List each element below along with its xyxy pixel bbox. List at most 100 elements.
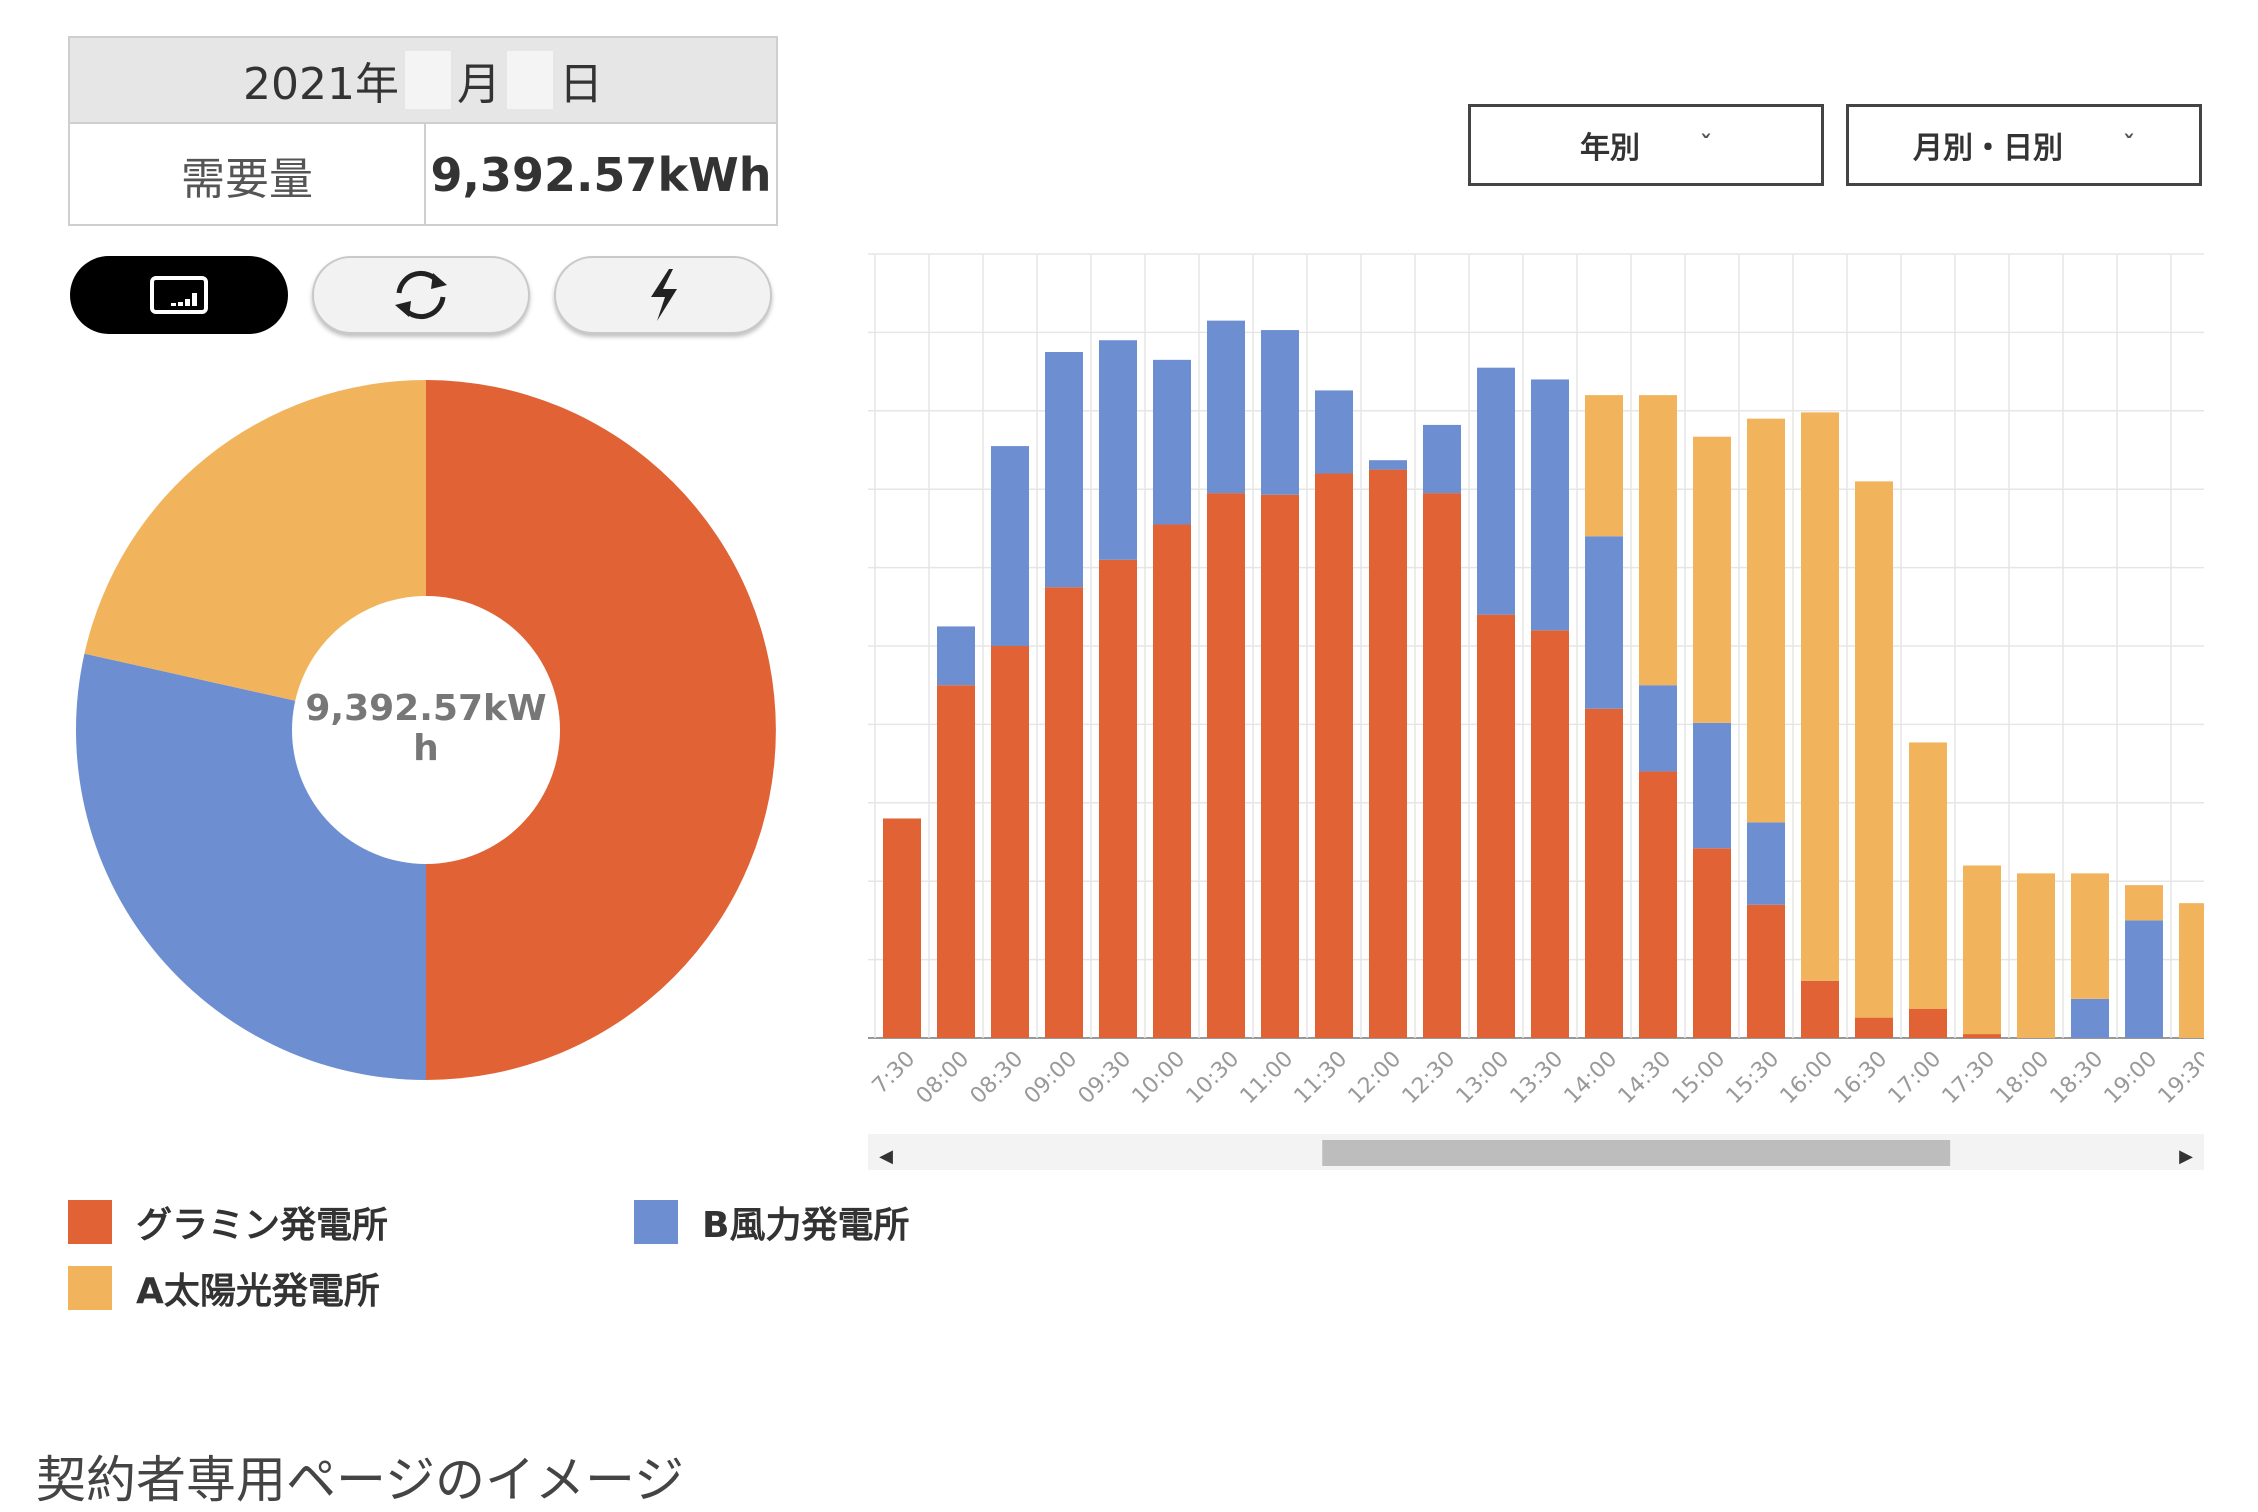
bar-segment-0-2 xyxy=(991,646,1029,1038)
bar-segment-1-8 xyxy=(1315,390,1353,474)
month-blank xyxy=(404,51,451,109)
bar-segment-0-0 xyxy=(883,818,921,1038)
bar-segment-2-24 xyxy=(2179,903,2204,1038)
bar-segment-0-14 xyxy=(1639,771,1677,1038)
bar-segment-2-22 xyxy=(2071,873,2109,999)
bar-segment-0-16 xyxy=(1747,904,1785,1038)
bar-segment-0-15 xyxy=(1693,848,1731,1038)
bar-segment-0-1 xyxy=(937,685,975,1038)
x-tick-label: 15:00 xyxy=(1668,1047,1731,1110)
bar-segment-2-18 xyxy=(1855,481,1893,1018)
bar-segment-1-4 xyxy=(1099,340,1137,560)
bar-segment-1-2 xyxy=(991,446,1029,646)
x-tick-label: 19:30 xyxy=(2154,1047,2204,1110)
bar-segment-1-16 xyxy=(1747,822,1785,905)
scroll-right-icon[interactable]: ▶ xyxy=(2179,1146,2193,1167)
legend-swatch xyxy=(68,1266,112,1310)
day-blank xyxy=(506,51,553,109)
month-label: 月 xyxy=(456,59,501,110)
donut-hole xyxy=(292,596,560,864)
bar-segment-1-12 xyxy=(1531,379,1569,631)
donut-chart: 9,392.57kW h xyxy=(75,380,776,1080)
bar-segment-0-3 xyxy=(1045,587,1083,1038)
power-button[interactable] xyxy=(554,256,772,334)
legend-label: グラミン発電所 xyxy=(136,1205,389,1246)
x-tick-label: 10:30 xyxy=(1182,1047,1245,1110)
bar-segment-0-18 xyxy=(1855,1017,1893,1038)
bar-segment-1-22 xyxy=(2071,998,2109,1038)
bar-segment-0-17 xyxy=(1801,980,1839,1038)
legend-label: B風力発電所 xyxy=(702,1205,910,1246)
x-tick-label: 18:00 xyxy=(1992,1047,2055,1110)
legend-swatch xyxy=(634,1200,678,1244)
bar-segment-1-10 xyxy=(1423,424,1461,494)
scroll-left-icon[interactable]: ◀ xyxy=(879,1146,893,1167)
bar-segment-1-15 xyxy=(1693,722,1731,849)
x-tick-label: 16:30 xyxy=(1830,1047,1893,1110)
legend-swatch xyxy=(68,1200,112,1244)
chevron-down-icon: ˇ xyxy=(1700,131,1712,159)
bar-segment-2-21 xyxy=(2017,873,2055,1038)
bar-segment-1-13 xyxy=(1585,536,1623,709)
x-tick-label: 12:00 xyxy=(1344,1047,1407,1110)
legend-item-gramin: グラミン発電所 xyxy=(68,1196,388,1248)
x-tick-label: 08:00 xyxy=(912,1047,975,1110)
demand-value: 9,392.57kWh xyxy=(430,148,772,202)
bar-segment-1-9 xyxy=(1369,460,1407,470)
chart-view-button[interactable] xyxy=(70,256,288,334)
page-caption: 契約者専用ページのイメージ xyxy=(36,1451,684,1509)
bar-segment-1-3 xyxy=(1045,352,1083,588)
x-tick-label: 17:30 xyxy=(1938,1047,2001,1110)
chevron-down-icon: ˇ xyxy=(2123,131,2135,159)
chart-scrollbar-thumb[interactable] xyxy=(1322,1140,1951,1166)
x-tick-label: 15:30 xyxy=(1722,1047,1785,1110)
granularity-dropdown[interactable]: 月別・日別 ˇ xyxy=(1846,104,2202,186)
bar-segment-0-4 xyxy=(1099,559,1137,1038)
bar-segment-2-16 xyxy=(1747,418,1785,823)
bar-segment-2-20 xyxy=(1963,865,2001,1035)
bar-segment-0-20 xyxy=(1963,1034,2001,1038)
x-tick-label: 13:30 xyxy=(1506,1047,1569,1110)
x-tick-label: 14:00 xyxy=(1560,1047,1623,1110)
x-tick-label: 11:30 xyxy=(1290,1047,1353,1110)
bar-segment-0-13 xyxy=(1585,708,1623,1038)
date-row: 2021年 月 日 xyxy=(70,38,776,124)
x-tick-label: 17:00 xyxy=(1884,1047,1947,1110)
bar-segment-0-9 xyxy=(1369,469,1407,1039)
x-tick-label: 14:30 xyxy=(1614,1047,1677,1110)
x-tick-label: 18:30 xyxy=(2046,1047,2109,1110)
bar-segment-2-23 xyxy=(2125,885,2163,921)
bar-segment-1-11 xyxy=(1477,367,1515,615)
power-icon xyxy=(651,269,677,321)
bar-segment-1-23 xyxy=(2125,920,2163,1038)
bar-segment-2-17 xyxy=(1801,412,1839,981)
refresh-button[interactable] xyxy=(312,256,530,334)
day-label: 日 xyxy=(558,59,603,110)
bar-segment-0-12 xyxy=(1531,630,1569,1038)
demand-row: 需要量 9,392.57kWh xyxy=(70,124,776,226)
bar-segment-1-6 xyxy=(1207,320,1245,494)
legend-item-solar: A太陽光発電所 xyxy=(68,1262,380,1314)
bar-segment-1-7 xyxy=(1261,330,1299,495)
year-label: 2021年 xyxy=(243,59,399,110)
stacked-bar-chart: 7:3008:0008:3009:0009:3010:0010:3011:001… xyxy=(868,253,2204,1170)
bar-segment-1-5 xyxy=(1153,359,1191,525)
bar-segment-0-19 xyxy=(1909,1008,1947,1038)
period-dropdown[interactable]: 年別 ˇ xyxy=(1468,104,1824,186)
legend-label: A太陽光発電所 xyxy=(136,1271,380,1312)
bar-segment-2-13 xyxy=(1585,395,1623,537)
x-tick-label: 10:00 xyxy=(1128,1047,1191,1110)
demand-label: 需要量 xyxy=(70,124,426,226)
bar-segment-1-1 xyxy=(937,626,975,686)
legend-item-wind: B風力発電所 xyxy=(634,1196,909,1248)
period-dropdown-label: 年別 xyxy=(1580,131,1640,166)
refresh-icon xyxy=(395,271,447,319)
x-tick-label: 09:30 xyxy=(1074,1047,1137,1110)
donut-slice-0 xyxy=(426,380,776,1080)
granularity-dropdown-label: 月別・日別 xyxy=(1913,131,2063,166)
bar-segment-1-14 xyxy=(1639,685,1677,772)
x-tick-label: 08:30 xyxy=(966,1047,1029,1110)
bar-segment-2-19 xyxy=(1909,742,1947,1009)
bar-segment-0-7 xyxy=(1261,494,1299,1038)
summary-table: 2021年 月 日 需要量 9,392.57kWh xyxy=(68,36,778,226)
